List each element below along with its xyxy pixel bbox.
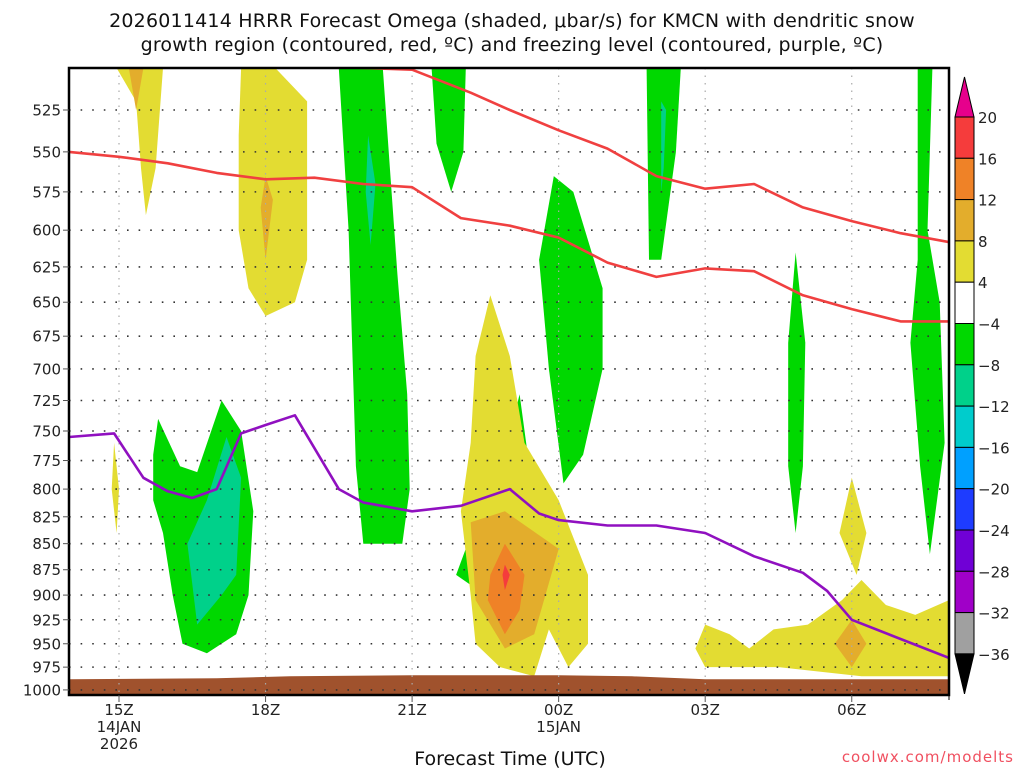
colorbar-label: 12 bbox=[978, 192, 997, 210]
omega-region-1 bbox=[128, 68, 144, 110]
x-tick-label: 2026 bbox=[100, 735, 138, 753]
colorbar-label: 4 bbox=[978, 274, 988, 292]
terrain-layer bbox=[69, 675, 949, 695]
omega-region-2 bbox=[238, 68, 308, 316]
colorbar-swatch bbox=[954, 612, 975, 655]
colorbar-label: 8 bbox=[978, 233, 988, 251]
omega-region-15 bbox=[187, 437, 242, 625]
y-tick-label: 975 bbox=[32, 659, 61, 677]
y-tick-label: 750 bbox=[32, 423, 61, 441]
omega-region-19 bbox=[502, 564, 510, 591]
y-tick-label: 650 bbox=[32, 294, 61, 312]
chart-title-line-2: growth region (contoured, red, ºC) and f… bbox=[140, 34, 884, 56]
x-tick-label: 21Z bbox=[397, 701, 426, 719]
colorbar-bottom-arrow bbox=[954, 653, 975, 695]
colorbar-swatch bbox=[954, 405, 975, 448]
x-axis-label: Forecast Time (UTC) bbox=[414, 748, 605, 768]
colorbar-swatch bbox=[954, 570, 975, 614]
omega-region-21 bbox=[839, 477, 867, 575]
omega-region-11 bbox=[788, 252, 806, 533]
contour-layer bbox=[69, 68, 949, 660]
colorbar-swatch bbox=[954, 323, 975, 366]
colorbar: 20 16 12 8 4 −4 −8 −12 −16 −20 −24 −28 −32 −36 bbox=[948, 73, 1010, 700]
y-tick-label: 800 bbox=[32, 481, 61, 499]
colorbar-swatch bbox=[954, 488, 975, 531]
colorbar-swatch bbox=[954, 529, 975, 572]
terrain-fill bbox=[69, 675, 949, 695]
y-tick-label: 525 bbox=[32, 102, 61, 120]
colorbar-swatch bbox=[954, 240, 975, 283]
colorbar-label: −24 bbox=[978, 522, 1010, 540]
colorbar-label: −12 bbox=[978, 398, 1010, 416]
dgz-contour-upper bbox=[330, 68, 949, 244]
y-axis-ticks: 525 550 575 600 625 650 675 700 725 750 775 800 825 8… bbox=[23, 102, 69, 699]
colorbar-label: 20 bbox=[978, 109, 997, 127]
x-tick-label: 14JAN bbox=[97, 718, 142, 736]
x-tick-label: 15Z bbox=[104, 701, 133, 719]
x-tick-label: 00Z bbox=[544, 701, 573, 719]
y-tick-label: 625 bbox=[32, 258, 61, 276]
colorbar-label: −4 bbox=[978, 316, 1000, 334]
y-tick-label: 775 bbox=[32, 452, 61, 470]
colorbar-swatch bbox=[954, 116, 975, 159]
omega-region-22 bbox=[834, 619, 867, 668]
colorbar-top-arrow bbox=[954, 76, 975, 118]
x-tick-label: 06Z bbox=[837, 701, 866, 719]
omega-region-6 bbox=[431, 68, 466, 192]
y-tick-label: 550 bbox=[32, 143, 61, 161]
y-tick-label: 725 bbox=[32, 392, 61, 410]
omega-region-18 bbox=[487, 543, 525, 635]
colorbar-label: −16 bbox=[978, 439, 1010, 457]
y-tick-label: 950 bbox=[32, 635, 61, 653]
y-tick-label: 675 bbox=[32, 328, 61, 346]
colorbar-label: −8 bbox=[978, 357, 1000, 375]
x-tick-label: 18Z bbox=[251, 701, 280, 719]
y-tick-label: 900 bbox=[32, 587, 61, 605]
colorbar-label: −28 bbox=[978, 563, 1010, 581]
omega-region-4 bbox=[338, 68, 410, 544]
colorbar-swatch bbox=[954, 157, 975, 201]
omega-region-13 bbox=[111, 442, 119, 533]
y-tick-label: 825 bbox=[32, 508, 61, 526]
colorbar-swatch bbox=[954, 364, 975, 407]
omega-region-20 bbox=[695, 580, 949, 677]
colorbar-label: −36 bbox=[978, 646, 1010, 664]
x-tick-label: 15JAN bbox=[536, 718, 581, 736]
omega-region-0 bbox=[116, 68, 163, 216]
colorbar-label: −20 bbox=[978, 481, 1010, 499]
dgz-contour-lower bbox=[69, 150, 949, 323]
omega-region-12 bbox=[910, 68, 945, 555]
omega-region-7 bbox=[539, 176, 603, 484]
omega-region-3 bbox=[260, 176, 273, 260]
y-tick-label: 575 bbox=[32, 183, 61, 201]
y-tick-label: 700 bbox=[32, 360, 61, 378]
colorbar-swatch bbox=[954, 199, 975, 242]
colorbar-swatch bbox=[954, 281, 975, 325]
credit-link[interactable]: coolwx.com/modelts bbox=[842, 748, 1014, 766]
colorbar-label: −32 bbox=[978, 605, 1010, 623]
freezing-level-contour bbox=[69, 414, 949, 660]
colorbar-swatch bbox=[954, 446, 975, 490]
omega-shading-layer bbox=[111, 68, 949, 677]
colorbar-label: 16 bbox=[978, 150, 997, 168]
omega-region-5 bbox=[365, 135, 376, 246]
y-tick-label: 925 bbox=[32, 611, 61, 629]
y-tick-label: 850 bbox=[32, 535, 61, 553]
y-tick-label: 600 bbox=[32, 222, 61, 240]
x-tick-label: 03Z bbox=[691, 701, 720, 719]
chart-title-line-1: 2026011414 HRRR Forecast Omega (shaded, … bbox=[109, 10, 915, 32]
y-tick-label: 1000 bbox=[23, 681, 61, 699]
y-tick-label: 875 bbox=[32, 561, 61, 579]
omega-region-9 bbox=[661, 101, 667, 192]
